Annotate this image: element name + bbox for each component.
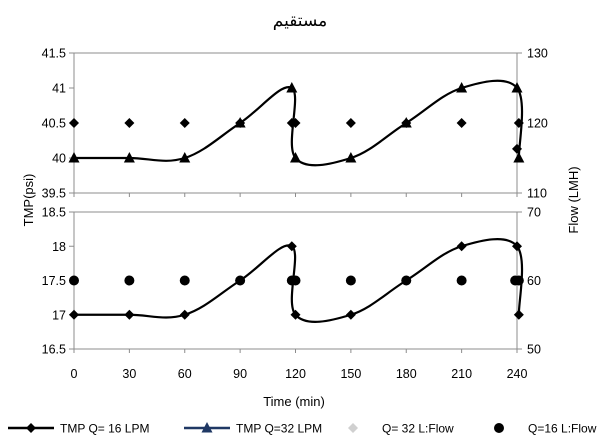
point-tmp: [179, 152, 191, 163]
y-tick-label-left: 40: [52, 152, 66, 166]
chart-title: مستقيم: [273, 11, 327, 31]
point-flow: [179, 275, 190, 286]
x-tick-label: 30: [122, 367, 136, 381]
legend-label: Q= 32 L:Flow: [382, 422, 454, 436]
point-flow: [456, 275, 467, 286]
point-tmp: [179, 309, 190, 320]
point-tmp: [513, 309, 524, 320]
legend-marker: [494, 423, 504, 433]
y-tick-label-left: 18: [52, 240, 66, 254]
y-tick-label-right: 130: [527, 47, 548, 61]
point-flow: [235, 118, 246, 128]
point-tmp: [513, 152, 525, 163]
point-flow: [456, 118, 467, 128]
point-flow: [345, 118, 356, 128]
x-tick-labels: 0 30 60 90 120 150 180 210 240: [71, 367, 528, 381]
x-tick-label: 180: [396, 367, 417, 381]
y-tick-label-left: 39.5: [42, 187, 66, 201]
point-flow: [512, 143, 522, 154]
legend-item: TMP Q= 16 LPM: [8, 422, 149, 436]
panel-2: 16.5 17 17.5 18 18.5 50 60 70: [42, 206, 541, 357]
legend-item: Q=16 L:Flow: [494, 422, 597, 436]
panels: 39.5 40 40.5 41 41.5 110 120 130 16.5 17 17.5 18 18.…: [42, 47, 548, 382]
y-tick-label-right: 60: [527, 274, 541, 288]
point-flow: [290, 275, 301, 286]
point-tmp: [512, 241, 522, 252]
legend-item: TMP Q=32 LPM: [184, 422, 322, 436]
y-tick-label-left: 41.5: [42, 47, 66, 61]
point-tmp: [68, 152, 80, 163]
legend-marker: [348, 423, 358, 433]
x-tick-label: 60: [178, 367, 192, 381]
y-tick-label-left: 40.5: [42, 117, 66, 131]
point-tmp: [124, 309, 135, 320]
point-tmp: [456, 241, 467, 252]
x-tick-label: 90: [233, 367, 247, 381]
point-flow: [179, 118, 190, 128]
point-flow: [513, 275, 524, 286]
point-flow: [124, 275, 135, 286]
panel-1: 39.5 40 40.5 41 41.5 110 120 130: [42, 47, 548, 201]
y-tick-label-right: 70: [527, 206, 541, 220]
legend-item: Q= 32 L:Flow: [348, 422, 454, 436]
point-flow: [124, 118, 135, 128]
y-tick-label-left: 17.5: [42, 274, 66, 288]
y-tick-label-left: 18.5: [42, 206, 66, 220]
point-tmp: [286, 82, 298, 93]
x-tick-label: 210: [451, 367, 472, 381]
x-axis-label: Time (min): [263, 394, 325, 409]
legend-marker: [201, 422, 213, 433]
point-tmp: [123, 152, 135, 163]
point-tmp: [456, 82, 468, 93]
point-tmp: [69, 309, 79, 320]
legend-marker: [26, 423, 36, 433]
y-tick-label-left: 16.5: [42, 343, 66, 357]
point-flow: [401, 275, 412, 286]
point-flow: [401, 118, 412, 128]
point-flow: [69, 275, 79, 286]
x-tick-label: 150: [340, 367, 361, 381]
point-tmp: [290, 152, 301, 163]
point-tmp: [345, 152, 357, 163]
point-tmp: [345, 309, 356, 320]
point-tmp: [511, 82, 523, 93]
y-axis-label-right: Flow (LMH): [566, 166, 581, 233]
legend-label: TMP Q= 16 LPM: [60, 422, 149, 436]
point-flow: [290, 118, 301, 128]
legend-label: TMP Q=32 LPM: [236, 422, 322, 436]
y-tick-label-left: 17: [52, 308, 66, 322]
y-axis-label-left: TMP(psi): [21, 174, 36, 227]
point-flow: [69, 118, 79, 128]
point-tmp: [286, 241, 297, 252]
point-flow: [513, 118, 524, 128]
y-tick-label-right: 110: [527, 187, 547, 201]
y-tick-label-right: 120: [527, 117, 548, 131]
point-flow: [345, 275, 356, 286]
legend: TMP Q= 16 LPM TMP Q=32 LPM Q= 32 L:Flow Q=1…: [8, 422, 597, 436]
legend-label: Q=16 L:Flow: [528, 422, 597, 436]
y-tick-label-left: 41: [52, 82, 66, 96]
x-tick-label: 120: [285, 367, 306, 381]
point-tmp: [290, 309, 301, 320]
point-flow: [235, 275, 246, 286]
x-tick-label: 240: [507, 367, 528, 381]
x-tick-label: 0: [71, 367, 78, 381]
y-tick-label-right: 50: [527, 343, 541, 357]
